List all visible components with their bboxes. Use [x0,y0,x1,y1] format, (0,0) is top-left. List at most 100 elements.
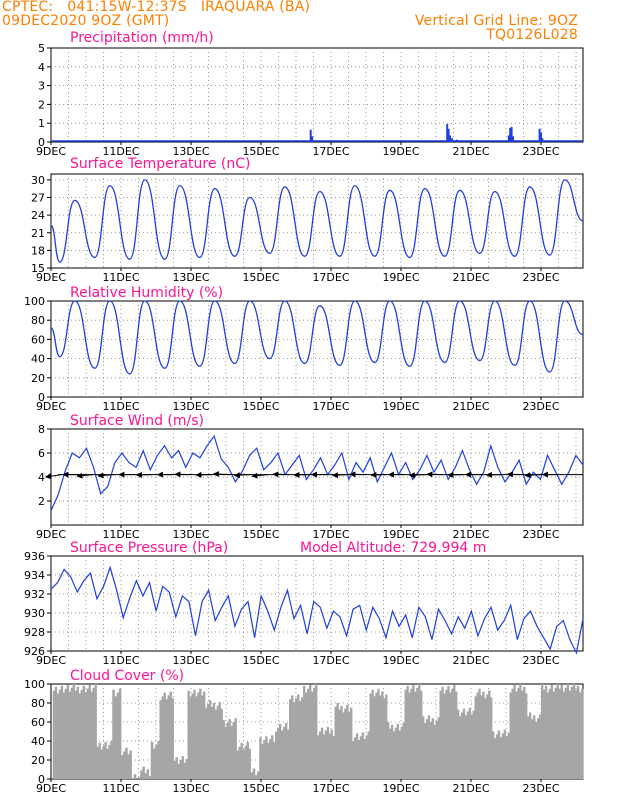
cloud-bar [340,705,343,779]
cloud-bar [110,741,113,779]
cloud-bar [429,722,433,779]
pressure-annotation: Model Altitude: 729.994 m [300,540,486,556]
cloud-bar [82,685,85,779]
pressure-frame [50,555,584,652]
cloud-bar [271,735,274,779]
cloud-bar [287,729,290,779]
cloud-bar [297,694,300,779]
cloud-bar [150,741,154,779]
cloud-bar [519,684,522,779]
cloud-bar [390,724,394,779]
cloud-bar [537,718,540,779]
rh-ytick-label: 60 [31,333,45,346]
cloud-bar [544,685,548,779]
temp-ytick-label: 30 [31,174,45,187]
cloud-bar [493,738,497,779]
cloud-ytick-label: 100 [24,678,45,691]
temp-ytick-label: 15 [31,262,45,275]
cloud-bar [112,689,115,779]
cloud-bar [535,722,538,779]
cloud-bar [373,696,376,779]
cloud-bar [208,700,212,779]
cloud-bar [418,684,421,779]
cloud-bar [433,724,437,779]
cloud-bar [576,685,580,779]
rh-line [50,300,584,375]
cloud-bar [531,719,534,779]
precip-xtick-label: 13DEC [172,145,209,158]
cloud-bar [509,692,512,779]
cloud-bar [179,760,182,779]
cloud-bar [574,689,578,779]
cloud-bar [328,733,332,779]
cloud-bar [558,688,561,779]
rh-ytick-label: 40 [31,353,45,366]
cloud-bar [464,715,468,779]
cloud-bar [148,776,152,779]
cloud-bar [334,706,337,779]
cloud-bar [344,708,347,779]
cloud-bar [165,699,168,779]
wind-xtick-label: 9DEC [36,528,66,541]
cloud-bar [106,748,109,779]
rh-ytick-label: 20 [31,372,45,385]
precip-bar [540,132,542,142]
cloud-bar [70,687,74,779]
temp-xtick-label: 15DEC [242,271,279,284]
temp-frame [50,173,584,269]
wind-title: Surface Wind (m/s) [70,413,204,429]
wind-xtick-label: 15DEC [242,528,279,541]
cloud-bar [102,745,105,779]
rh-ytick-label: 0 [38,391,45,404]
precip-bar [541,138,544,142]
wind-xtick-label: 23DEC [522,528,559,541]
cloud-bar [56,693,60,779]
cloud-bar [129,750,132,779]
wind-xtick-label: 21DEC [452,528,489,541]
cloud-bar [193,689,196,779]
cloud-bar [381,691,384,779]
precip-xtick-label: 15DEC [242,145,279,158]
pressure-ytick-label: 930 [24,607,45,620]
wind-xtick-label: 19DEC [382,528,419,541]
cloud-bar [291,695,294,779]
rh-xtick-label: 11DEC [102,400,139,413]
cloud-bar [497,730,501,779]
cloud-bar [501,733,505,779]
cloud-bar [78,693,81,779]
wind-ytick-label: 8 [38,423,45,436]
cloud-bar [189,697,192,779]
cloud-bar [224,726,227,779]
cloud-bar [427,715,431,779]
cloud-bar [513,684,516,779]
cloud-bar [167,695,170,779]
cloud-bar [320,727,324,779]
cloud-bar [155,744,158,779]
rh-xtick-label: 19DEC [382,400,419,413]
cloud-ytick-label: 0 [38,773,45,786]
cloud-bar [263,740,266,779]
cloud-bar [212,703,216,779]
cloud-bar [495,734,499,779]
cloud-bar [181,756,184,779]
cloud-bar [414,691,417,779]
cloud-bar [350,707,353,779]
cloud-xtick-label: 21DEC [452,782,489,795]
temp-xtick-label: 19DEC [382,271,419,284]
temp-xtick-label: 17DEC [312,271,349,284]
precip-bar [451,138,454,142]
cloud-bar [195,696,198,779]
cloud-bar [357,740,361,779]
precip-bar [510,126,513,142]
cloud-bar [52,690,56,779]
cloud-bar [363,739,367,779]
rh-xtick-label: 21DEC [452,400,489,413]
wind-vector-arrow [212,471,230,478]
cloud-bar [232,722,235,779]
cloud-bar [96,746,99,779]
cloud-bar [303,685,306,779]
precip-xtick-label: 19DEC [382,145,419,158]
cloud-title: Cloud Cover (%) [70,668,184,684]
cloud-bar [248,748,251,779]
rh-xtick-label: 13DEC [172,400,209,413]
